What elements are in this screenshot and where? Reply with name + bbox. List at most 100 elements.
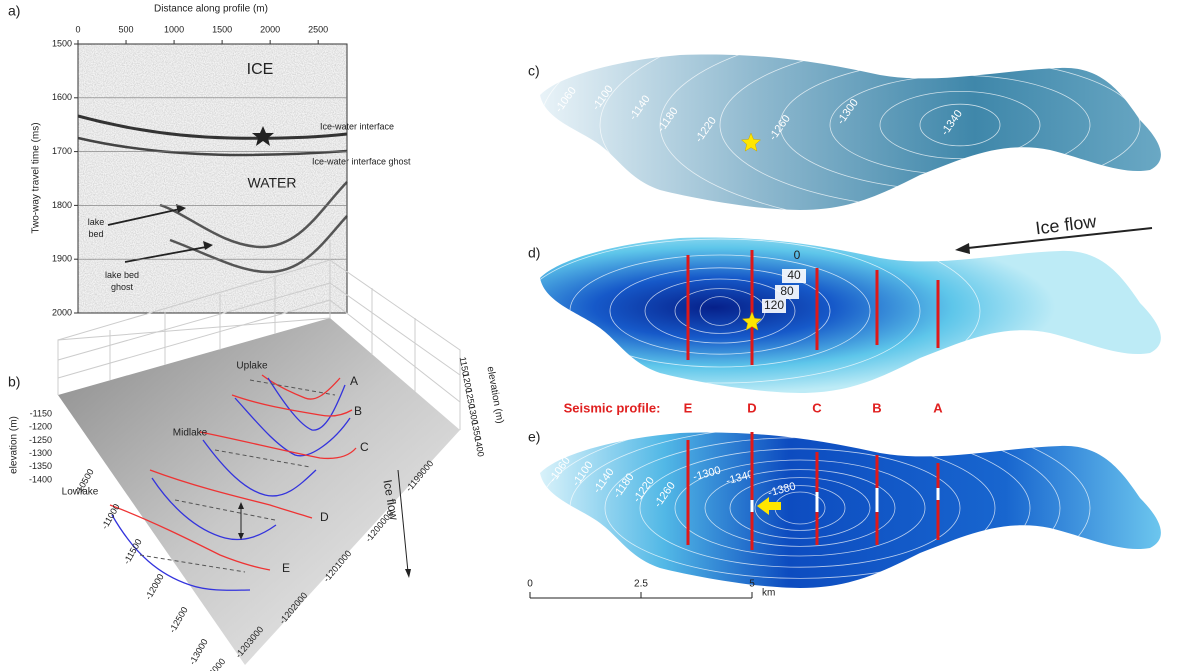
y-tick-label: 1700 — [52, 146, 72, 156]
contour-line — [699, 296, 741, 326]
lake-map — [540, 237, 1161, 393]
profile-line — [199, 431, 357, 460]
flow-arrow — [967, 227, 1153, 249]
x-tick-label: 1500 — [212, 24, 232, 34]
panel-label: d) — [528, 245, 540, 261]
lake-bed — [159, 181, 348, 249]
right-tick-label: 1250 — [464, 388, 477, 409]
interface-ghost — [77, 136, 348, 157]
dash — [249, 379, 336, 396]
panel-label: e) — [528, 429, 540, 445]
profile-label: E — [282, 561, 290, 575]
x-axis-label: Distance along profile (m) — [154, 4, 268, 15]
label-box — [782, 269, 806, 283]
y-tick-label: -13000 — [187, 637, 210, 666]
panel-label: b) — [8, 374, 20, 390]
profile-label: D — [747, 400, 756, 415]
profile-label: D — [320, 510, 329, 524]
label-box — [775, 285, 799, 299]
panel-label: a) — [8, 3, 20, 19]
panel-c: -1060 -1100 -1140 -1180 -1220 -1260-1300 -1340 — [540, 54, 1161, 211]
z-tick-label: -1350 — [29, 461, 52, 471]
z-tick-label: -1400 — [29, 474, 52, 484]
profile-label: B — [872, 400, 881, 415]
profile-label: C — [360, 440, 369, 454]
annotation: lake bed ghost — [105, 270, 139, 292]
z-tick-label: -1300 — [29, 448, 52, 458]
lake-map — [540, 54, 1161, 211]
contour-line — [599, 54, 1161, 211]
dash — [214, 449, 311, 468]
profiles — [109, 374, 357, 591]
contour-line — [644, 278, 796, 344]
region-label: Uplake — [236, 361, 268, 372]
arrow-head — [203, 241, 213, 250]
star — [252, 126, 274, 146]
contour-line — [659, 54, 1161, 211]
profile-label: A — [350, 374, 358, 388]
right-tick-label: 1200 — [461, 372, 474, 393]
arrow — [397, 469, 409, 573]
contour-line — [919, 103, 1001, 147]
z-tick-label: -1150 — [30, 408, 52, 418]
y-tick-label: 1600 — [52, 92, 72, 102]
x-tick-label: 500 — [119, 24, 134, 34]
scale-tick-label: 5 — [749, 579, 755, 590]
contour-line — [674, 459, 926, 557]
profile-line — [149, 469, 313, 519]
arrow-head — [405, 569, 411, 578]
contour-line — [639, 448, 961, 568]
floor — [58, 318, 460, 665]
right-tick-label: 1400 — [473, 436, 486, 457]
dash — [139, 554, 246, 573]
box-grid — [57, 240, 461, 430]
contour-line — [540, 432, 1091, 589]
profile-row-label: Seismic profile: — [564, 400, 661, 415]
contour-line — [609, 267, 831, 355]
z-tick-label: -1200 — [29, 422, 52, 432]
right-tick-label: 1350 — [470, 420, 483, 441]
annotation: Ice-water interface ghost — [312, 156, 411, 166]
region-label: Lowlake — [62, 487, 99, 498]
annotation: lake bed — [88, 217, 105, 239]
y-tick-label: 1800 — [52, 200, 72, 210]
contour-line — [879, 91, 1041, 159]
contour-label: 0 — [794, 248, 801, 262]
annotation: WATER — [248, 175, 297, 191]
x-tick-label: 2500 — [308, 24, 328, 34]
dash — [174, 499, 276, 521]
scale-tick-label: 0 — [527, 579, 533, 590]
y-tick-label: -12000 — [143, 572, 166, 601]
arrow-head — [955, 243, 970, 254]
right-tick-label: 1150 — [458, 356, 471, 377]
profile-label: E — [684, 400, 693, 415]
arrow-head — [176, 204, 186, 213]
x-tick-label: 0 — [75, 24, 80, 34]
grid-line — [57, 240, 331, 395]
lake-bed-ghost — [169, 215, 348, 274]
contour-label: 40 — [787, 268, 801, 282]
star — [740, 132, 762, 152]
profile-line — [111, 514, 251, 591]
panel-label: c) — [528, 63, 540, 79]
label-box — [762, 299, 786, 313]
profile-line — [261, 374, 341, 400]
contour-label: 120 — [764, 298, 784, 312]
contour-line — [540, 238, 921, 384]
profile-label: B — [354, 404, 362, 418]
x-tick-label: 2000 — [260, 24, 280, 34]
right-tick-label: 1300 — [467, 404, 480, 425]
grid-line — [57, 299, 331, 379]
y-tick-label: 1500 — [52, 38, 72, 48]
dashed-lines — [139, 379, 336, 573]
y-tick-label: -11500 — [121, 537, 143, 566]
z-tick-label: -1250 — [29, 435, 52, 445]
grid-line — [329, 282, 461, 376]
grid-line — [57, 282, 331, 361]
profile-label: C — [812, 400, 822, 415]
y-tick-label: -12500 — [167, 605, 190, 634]
profile-line — [234, 397, 351, 457]
right-axis-label: elevation (m) — [484, 366, 505, 425]
